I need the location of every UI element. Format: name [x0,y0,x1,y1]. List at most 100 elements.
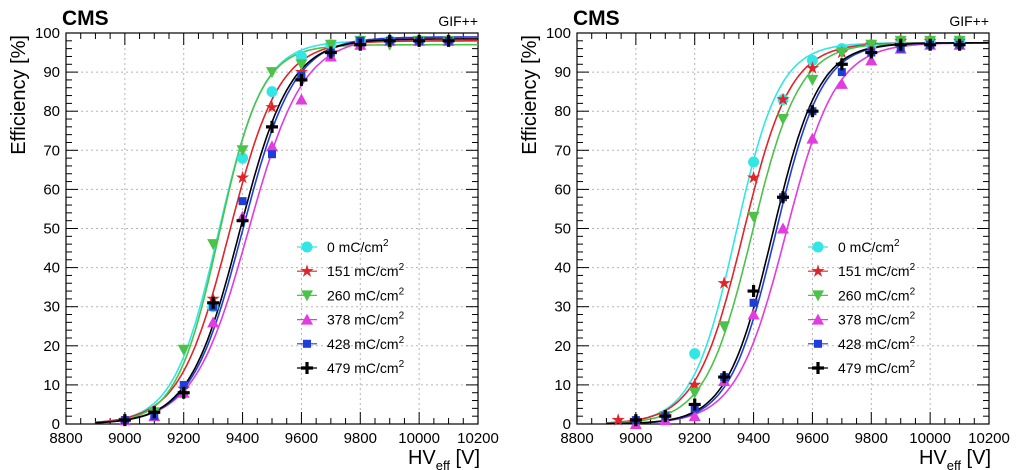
legend-entry-151: 151 mC/cm2 [838,262,916,279]
y-tick-label: 30 [43,299,60,316]
fit-curve-151 [606,42,989,424]
x-tick-label: 9600 [285,430,318,447]
data-point-428 [837,68,846,77]
data-point-479 [295,73,308,86]
data-point-151 [611,413,625,426]
x-label-main: HV [408,447,436,469]
y-tick-label: 10 [43,377,60,394]
legend-entry-260: 260 mC/cm2 [327,286,405,303]
legend-text: 260 mC/cm [838,287,910,303]
data-points [611,33,967,429]
data-point-378 [295,93,308,105]
legend-entry-0: 0 mC/cm2 [838,238,900,255]
legend-sup: 2 [383,238,389,249]
tick-labels: 8800 9000 9200 9400 9600 9800 10000 10200 0 10 20 3… [546,25,1010,447]
x-label-unit: [V] [450,447,480,469]
data-point-260 [718,321,731,333]
data-point-260 [207,239,220,251]
data-point-0 [689,348,701,360]
fit-curves [95,36,479,424]
y-tick-label: 60 [43,181,60,198]
data-point-479 [747,285,760,298]
x-tick-label: 8800 [560,430,593,447]
data-point-260 [806,74,819,86]
fit-curve-428 [95,36,479,424]
x-tick-label: 9400 [226,430,259,447]
data-point-260 [835,47,848,59]
data-point-378 [777,222,789,234]
data-point-479 [324,46,337,59]
left-plot-svg: 8800 9000 9200 9400 9600 9800 10000 10200 0 10 20 3… [8,7,499,470]
data-point-260 [295,59,308,71]
data-point-428 [268,150,276,159]
legend-text: 479 mC/cm [327,360,399,376]
legend-text: 0 mC/cm [838,239,894,255]
x-axis-label: HVeff [V] [408,447,480,470]
data-point-428 [238,197,247,206]
tick-labels: 8800 9000 9200 9400 9600 9800 10000 10200 0 10 20 3… [35,25,499,447]
legend-entry-378: 378 mC/cm2 [838,311,916,328]
data-point-479 [953,38,966,51]
y-axis-label: Efficiency [%] [8,35,30,155]
right-efficiency-plot: 8800 9000 9200 9400 9600 9800 10000 10200 0 10 20 3… [511,0,1022,470]
data-point-479 [894,38,907,51]
data-point-378 [207,316,220,328]
facility-label: GIF++ [438,13,478,29]
legend-sup: 2 [399,359,405,370]
legend-marker-151 [300,264,314,277]
left-efficiency-plot: 8800 9000 9200 9400 9600 9800 10000 10200 0 10 20 3… [8,7,499,470]
legend-text: 428 mC/cm [838,336,910,352]
data-point-151 [717,276,731,289]
x-tick-label: 9200 [167,430,200,447]
legend-marker-151 [811,264,825,277]
x-tick-label: 9000 [108,430,141,447]
data-point-151 [688,377,702,391]
data-point-260 [266,67,278,79]
legend-entry-260: 260 mC/cm2 [838,286,916,303]
data-point-428 [179,380,188,389]
legend-entry-378: 378 mC/cm2 [327,311,405,328]
y-tick-label: 90 [554,64,571,81]
data-point-479 [442,34,455,47]
data-point-479 [177,386,190,399]
x-tick-label: 10200 [968,430,1010,447]
data-point-151 [265,100,279,113]
data-point-151 [746,170,761,184]
data-point-378 [865,54,878,66]
data-point-260 [324,39,337,51]
legend-entry-479: 479 mC/cm2 [327,359,405,376]
data-point-0 [806,54,818,66]
y-tick-label: 90 [43,64,60,81]
legend-sup: 2 [910,359,916,370]
y-tick-label: 40 [43,260,60,277]
legend-entry-428: 428 mC/cm2 [838,335,916,352]
data-point-151 [235,170,250,184]
legend-sup: 2 [910,262,916,273]
x-axis-label: HVeff [V] [919,447,991,470]
y-tick-label: 50 [554,221,571,238]
fit-curve-0 [606,42,989,424]
axis-ticks [576,32,990,425]
legend-entry-428: 428 mC/cm2 [327,335,405,352]
legend-sup: 2 [910,311,916,322]
data-point-479 [383,34,396,47]
x-tick-label: 8800 [49,430,82,447]
fit-curve-378 [606,42,989,425]
legend-text: 378 mC/cm [838,312,910,328]
x-tick-label: 9200 [678,430,711,447]
data-point-378 [266,140,278,152]
data-point-260 [177,344,190,356]
x-label-unit: [V] [961,447,991,469]
legend-entry-0: 0 mC/cm2 [327,238,389,255]
data-point-151 [776,92,790,106]
data-point-479 [659,410,672,423]
data-point-479 [148,406,161,419]
legend-sup: 2 [894,238,900,249]
fit-curve-479 [606,42,989,425]
y-tick-label: 10 [554,377,571,394]
y-tick-label: 80 [43,103,60,120]
data-point-479 [688,398,701,411]
data-point-479 [354,38,367,51]
y-tick-label: 70 [43,142,60,159]
